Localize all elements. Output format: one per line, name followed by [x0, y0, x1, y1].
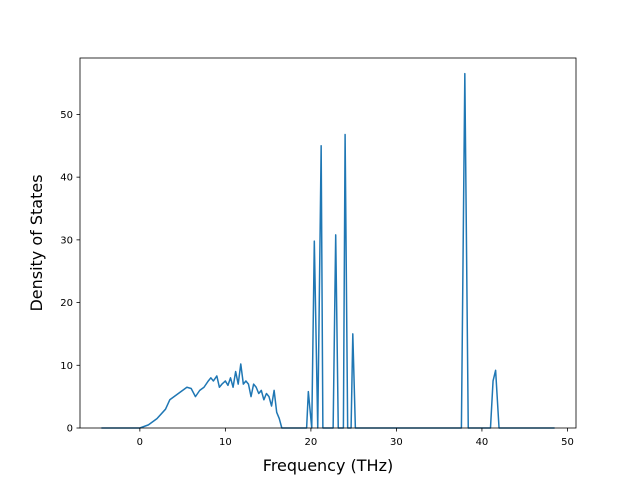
y-ticks: 0 10 20 30 40 50 [60, 110, 80, 435]
x-tick-label: 50 [561, 437, 574, 448]
plot-area [80, 58, 576, 428]
y-tick-label: 40 [60, 173, 73, 184]
y-axis-label: Density of States [27, 174, 46, 311]
plot-frame [79, 57, 577, 429]
x-tick-label: 30 [390, 437, 403, 448]
y-tick-label: 30 [60, 235, 73, 246]
x-axis-label: Frequency (THz) [263, 456, 393, 475]
x-tick-label: 10 [219, 437, 232, 448]
y-tick-label: 0 [67, 424, 73, 435]
y-tick-label: 10 [60, 361, 73, 372]
x-tick-label: 0 [137, 437, 143, 448]
y-tick-label: 50 [60, 110, 73, 121]
series-layer [101, 72, 555, 429]
y-tick-label: 20 [60, 298, 73, 309]
x-ticks: 0 10 20 30 40 50 [137, 428, 574, 448]
x-tick-label: 20 [305, 437, 318, 448]
x-tick-label: 40 [476, 437, 489, 448]
series-line-0 [101, 72, 555, 429]
